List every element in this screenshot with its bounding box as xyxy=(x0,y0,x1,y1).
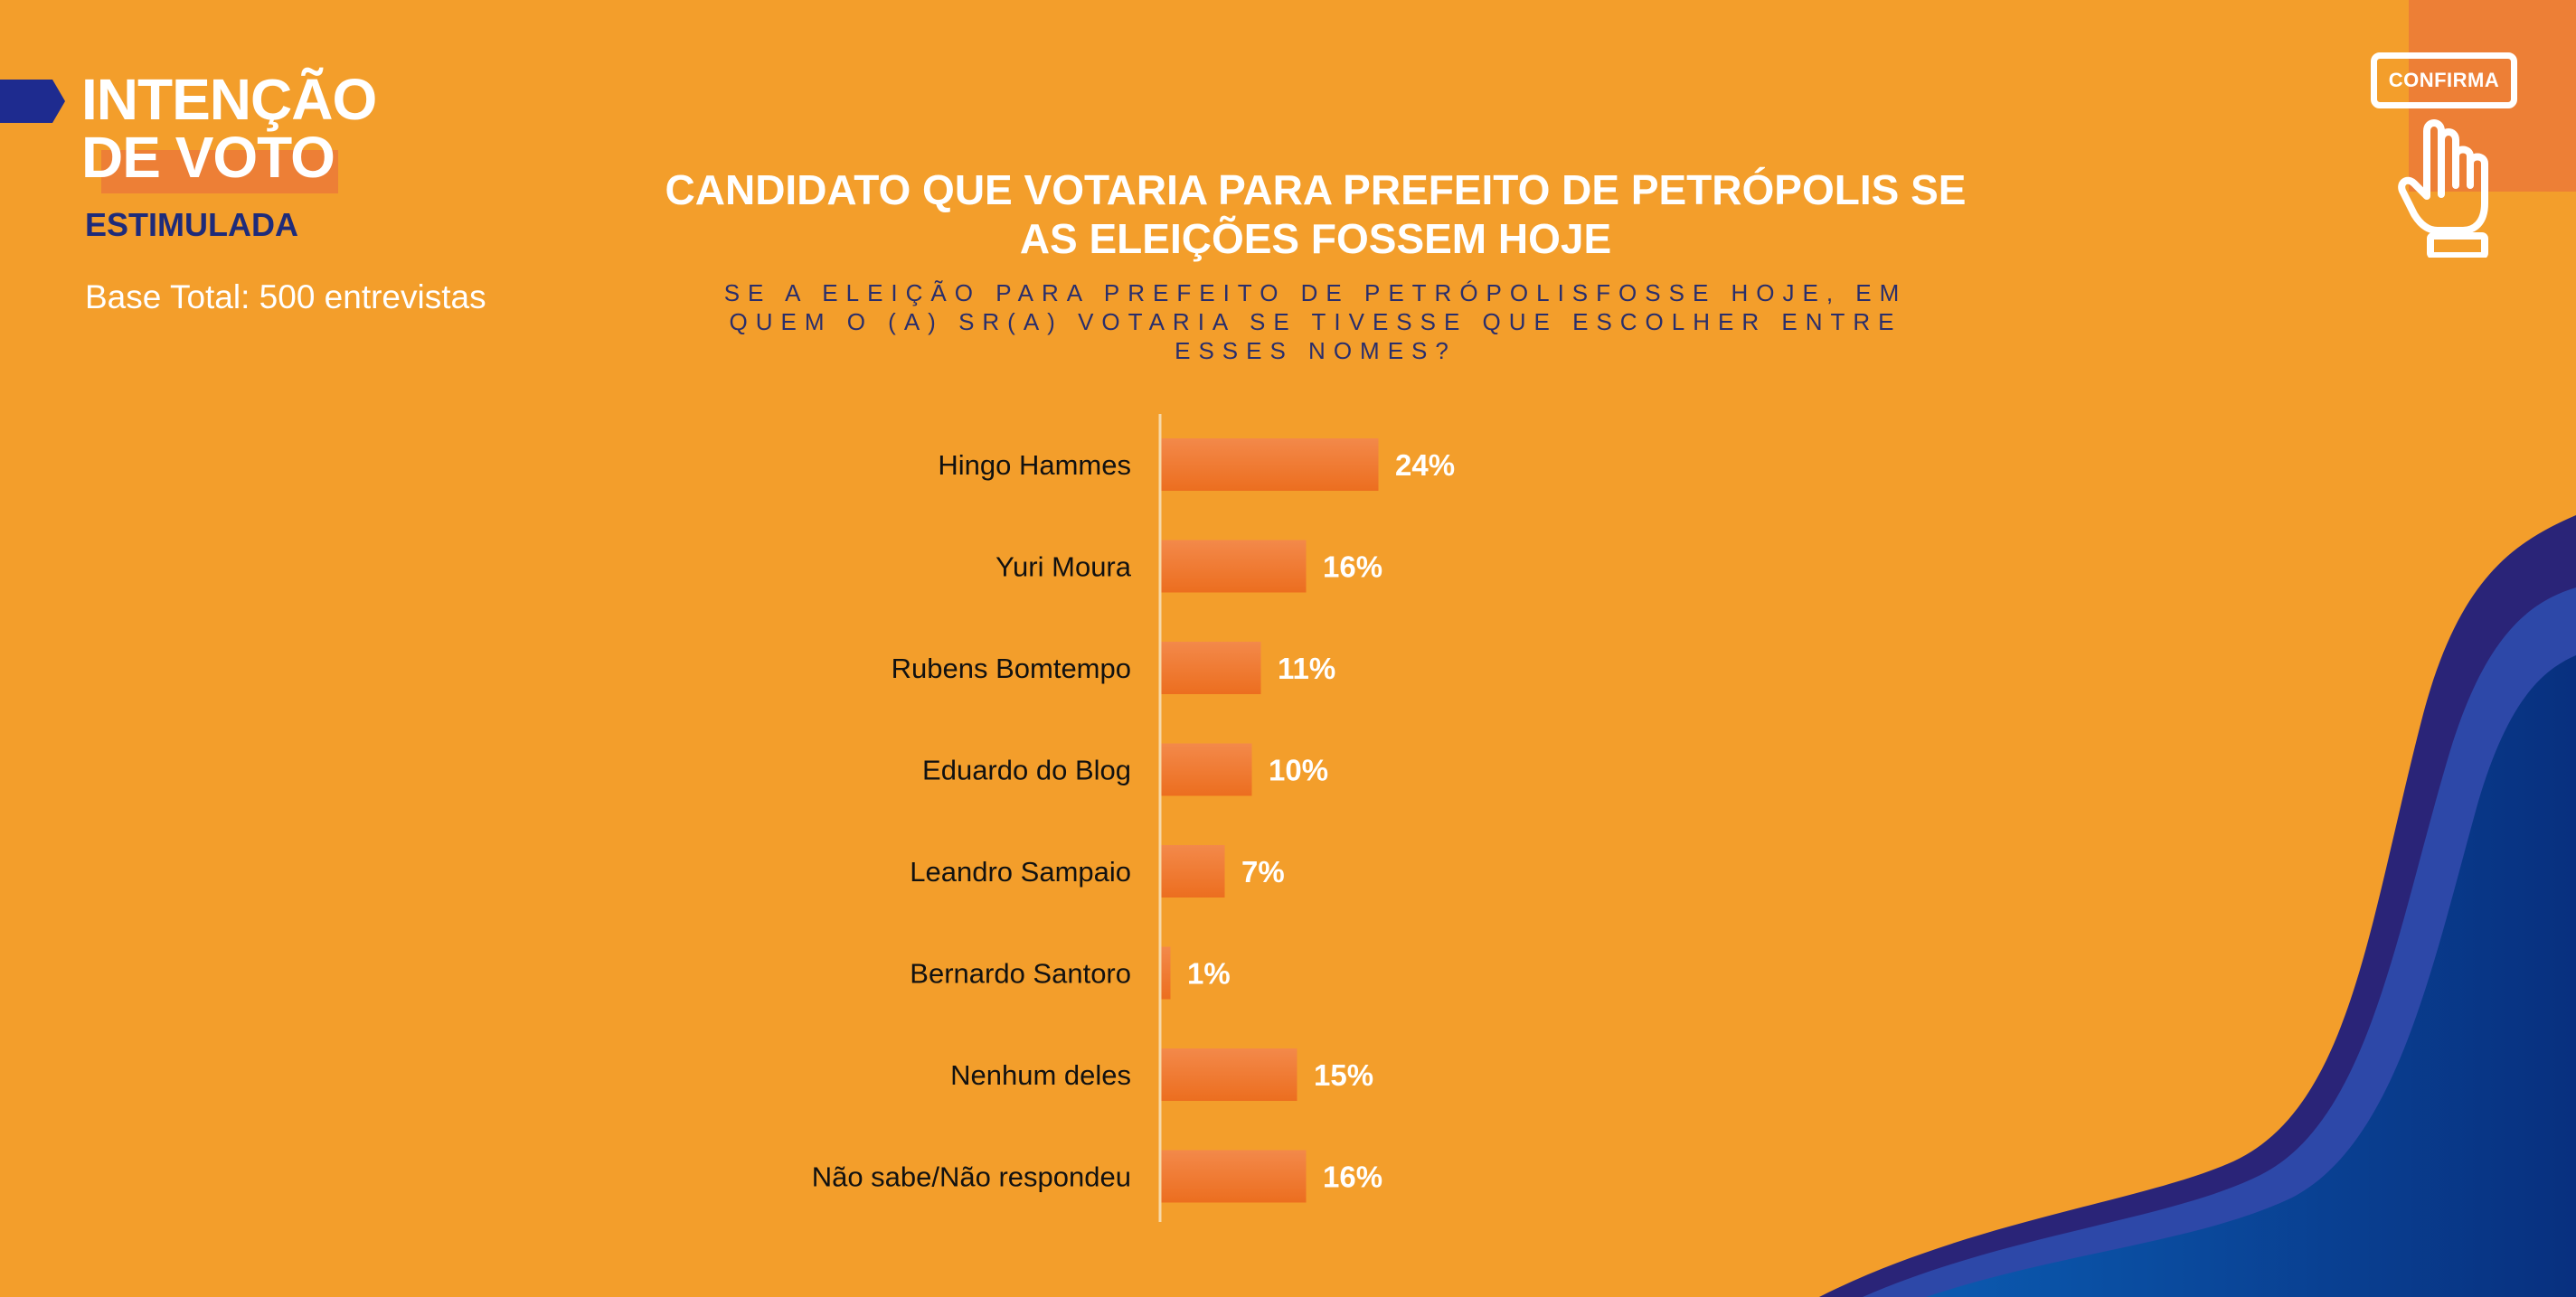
value-label: 15% xyxy=(1314,1058,1373,1092)
corner-accent-block xyxy=(2409,0,2576,192)
hand-pointer-icon xyxy=(2398,119,2488,258)
header-title-line2: DE VOTO xyxy=(81,125,335,190)
category-label: Nenhum deles xyxy=(950,1059,1131,1091)
value-label: 16% xyxy=(1323,550,1382,584)
bar xyxy=(1161,1150,1307,1203)
chart-title: CANDIDATO QUE VOTARIA PARA PREFEITO DE P… xyxy=(665,166,1967,262)
category-label: Rubens Bomtempo xyxy=(892,653,1131,684)
header-subtitle: ESTIMULADA xyxy=(85,206,298,243)
chart-question: SE A ELEIÇÃO PARA PREFEITO DE PETRÓPOLIS… xyxy=(723,279,1908,364)
bar xyxy=(1161,438,1379,491)
bar xyxy=(1161,845,1225,898)
category-label: Leandro Sampaio xyxy=(910,856,1131,888)
header-title-line1: INTENÇÃO xyxy=(81,67,377,132)
value-label: 7% xyxy=(1241,855,1285,888)
value-label: 24% xyxy=(1395,448,1455,482)
value-label: 1% xyxy=(1187,957,1231,991)
category-label: Eduardo do Blog xyxy=(922,755,1131,786)
category-label: Hingo Hammes xyxy=(938,449,1131,481)
bar xyxy=(1161,1048,1297,1101)
value-label: 11% xyxy=(1278,652,1335,685)
category-label: Bernardo Santoro xyxy=(910,958,1131,990)
bar xyxy=(1161,946,1171,1000)
header-tab-marker xyxy=(0,80,65,123)
value-label: 16% xyxy=(1323,1161,1382,1194)
title-highlight-bar xyxy=(101,150,338,193)
bar xyxy=(1161,743,1252,796)
value-label: 10% xyxy=(1269,754,1328,787)
brand-logo-label: CONFIRMA xyxy=(2371,52,2517,108)
category-label: Yuri Moura xyxy=(995,551,1132,583)
bar xyxy=(1161,642,1261,694)
category-label: Não sabe/Não respondeu xyxy=(812,1161,1131,1193)
bar xyxy=(1161,540,1307,593)
header-title: INTENÇÃO DE VOTO xyxy=(81,67,377,193)
sample-base-text: Base Total: 500 entrevistas xyxy=(85,278,486,315)
